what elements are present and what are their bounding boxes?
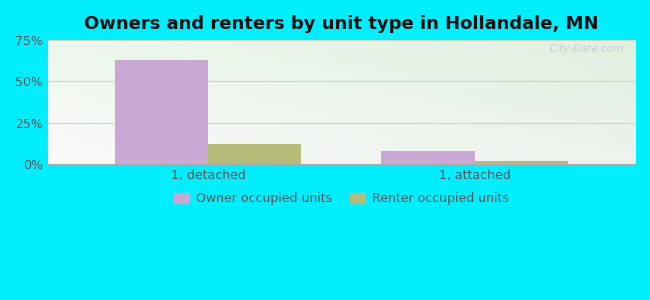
Bar <box>114 60 208 164</box>
Bar <box>382 151 475 164</box>
Text: City-Data.com: City-Data.com <box>549 44 623 54</box>
Bar <box>208 144 302 164</box>
Title: Owners and renters by unit type in Hollandale, MN: Owners and renters by unit type in Holla… <box>84 15 599 33</box>
Legend: Owner occupied units, Renter occupied units: Owner occupied units, Renter occupied un… <box>169 187 514 210</box>
Bar <box>475 161 568 164</box>
